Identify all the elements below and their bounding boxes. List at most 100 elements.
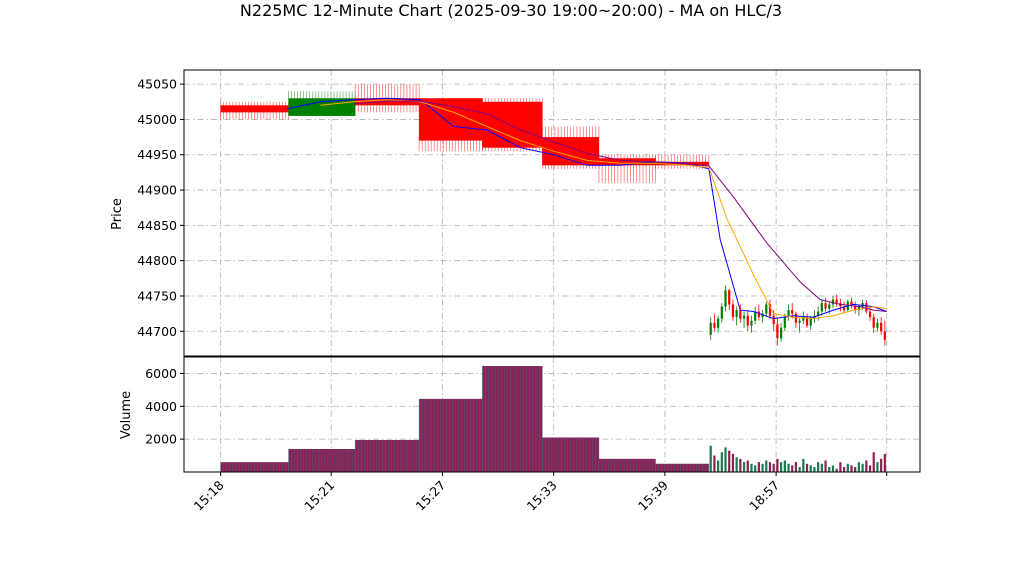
minute-candle-body bbox=[876, 322, 879, 328]
minute-candle-body bbox=[791, 310, 794, 314]
minute-volume-bar bbox=[835, 468, 838, 472]
minute-volume-bar bbox=[791, 465, 794, 472]
minute-candle-body bbox=[735, 310, 738, 318]
minute-volume-bar bbox=[783, 460, 786, 472]
minute-candle-body bbox=[831, 299, 835, 305]
minute-candle-body bbox=[854, 305, 857, 311]
candle-block-body bbox=[355, 98, 420, 106]
volume-bars bbox=[220, 366, 886, 472]
minute-volume-bar bbox=[868, 465, 872, 472]
minute-volume-bar bbox=[754, 465, 757, 472]
minute-volume-bar bbox=[750, 463, 753, 472]
minute-volume-bar bbox=[768, 462, 772, 472]
minute-volume-bar bbox=[739, 458, 742, 472]
x-axis-ticks: 15:18 15:21 15:27 15:33 15:39 18:57 bbox=[191, 472, 888, 514]
minute-volume-bar bbox=[831, 465, 835, 472]
minute-volume-bar bbox=[802, 458, 805, 472]
minute-volume-bar bbox=[842, 467, 846, 472]
minute-volume-bar bbox=[787, 463, 790, 472]
minute-candle-body bbox=[817, 311, 820, 316]
minute-candle-body bbox=[717, 318, 720, 328]
minute-volume-bar bbox=[876, 462, 879, 472]
minute-volume-bar bbox=[817, 462, 820, 472]
price-y-axis-label: Price bbox=[110, 198, 125, 230]
minute-candle-body bbox=[709, 322, 712, 335]
moving-average-line bbox=[287, 97, 887, 320]
price-y-tick-label: 44900 bbox=[137, 183, 177, 198]
minute-candle-body bbox=[824, 303, 827, 309]
volume-panel: 2000 4000 6000 Volume bbox=[119, 356, 921, 473]
minute-candle-body bbox=[772, 315, 775, 325]
minute-candle-body bbox=[883, 331, 886, 340]
moving-average-lines bbox=[287, 97, 887, 320]
minute-candle-body bbox=[787, 310, 790, 318]
volume-block-bar bbox=[355, 439, 420, 472]
volume-block-bar bbox=[655, 463, 709, 472]
volume-y-tick-label: 2000 bbox=[145, 432, 177, 447]
price-y-tick-label: 44750 bbox=[137, 288, 177, 303]
minute-volume-bar bbox=[779, 462, 783, 472]
minute-volume-bar bbox=[883, 453, 886, 472]
minute-volume-bar bbox=[742, 462, 746, 472]
minute-volume-bar bbox=[735, 457, 738, 472]
minute-candle-body bbox=[765, 304, 768, 314]
minute-candle-body bbox=[739, 310, 742, 319]
minute-volume-bar bbox=[724, 447, 727, 472]
volume-y-tick-label: 4000 bbox=[145, 399, 177, 414]
minute-volume-bar bbox=[861, 463, 864, 472]
minute-candle-body bbox=[724, 290, 727, 307]
minute-candle-body bbox=[779, 327, 783, 339]
price-panel-frame bbox=[183, 69, 921, 357]
minute-candle-body bbox=[720, 306, 723, 319]
minute-candle-body bbox=[761, 313, 764, 318]
minute-candle-body bbox=[783, 317, 786, 328]
minute-candle-body bbox=[754, 311, 757, 321]
minute-volume-bar bbox=[846, 463, 849, 472]
minute-volume-bar bbox=[761, 463, 764, 472]
candle-block-body bbox=[419, 98, 483, 141]
minute-volume-bar bbox=[794, 462, 798, 472]
minute-volume-bar bbox=[872, 452, 875, 472]
x-tick-label: 18:57 bbox=[746, 478, 782, 514]
price-y-tick-label: 44950 bbox=[137, 147, 177, 162]
price-y-tick-label: 44800 bbox=[137, 253, 177, 268]
price-y-tick-label: 45050 bbox=[137, 77, 177, 92]
minute-volume-bar bbox=[809, 465, 812, 472]
x-tick-label: 15:21 bbox=[301, 478, 337, 514]
minute-candle-body bbox=[828, 304, 831, 309]
minute-candle-body bbox=[728, 290, 731, 305]
minute-candle-body bbox=[750, 320, 753, 326]
minute-candle-body bbox=[757, 311, 760, 318]
minute-volume-bar bbox=[731, 453, 735, 472]
minute-volume-bar bbox=[813, 467, 816, 472]
minute-volume-bar bbox=[839, 462, 842, 472]
minute-candle-body bbox=[776, 324, 779, 339]
minute-volume-bar bbox=[850, 465, 853, 472]
minute-volume-bar bbox=[828, 467, 831, 472]
minute-volume-bar bbox=[820, 463, 823, 472]
volume-block-bar bbox=[419, 398, 483, 472]
volume-y-tick-label: 6000 bbox=[145, 366, 177, 381]
minute-volume-bar bbox=[880, 458, 883, 472]
minute-volume-bar bbox=[824, 460, 827, 472]
minute-candle-body bbox=[850, 301, 853, 306]
minute-volume-bar bbox=[765, 460, 768, 472]
minute-candle-body bbox=[880, 322, 883, 332]
x-tick-label: 15:18 bbox=[191, 477, 227, 513]
minute-candle-body bbox=[868, 311, 872, 318]
candle-block-body bbox=[482, 101, 543, 148]
volume-block-bar bbox=[482, 366, 543, 472]
minute-volume-bar bbox=[720, 452, 723, 472]
minute-volume-bar bbox=[776, 458, 779, 472]
minute-volume-bar bbox=[709, 445, 712, 472]
minute-volume-bar bbox=[717, 460, 720, 472]
price-y-ticks: 44700 44750 44800 44850 44900 44950 45000 45050 bbox=[137, 77, 184, 339]
minute-volume-bar bbox=[857, 462, 861, 472]
minute-candle-body bbox=[731, 304, 735, 318]
minute-candle-body bbox=[798, 320, 801, 323]
minute-candle-body bbox=[713, 322, 716, 328]
minute-volume-bar bbox=[798, 467, 801, 472]
x-tick-label: 15:33 bbox=[524, 478, 560, 514]
price-y-tick-label: 44850 bbox=[137, 218, 177, 233]
minute-candle-body bbox=[820, 303, 823, 312]
